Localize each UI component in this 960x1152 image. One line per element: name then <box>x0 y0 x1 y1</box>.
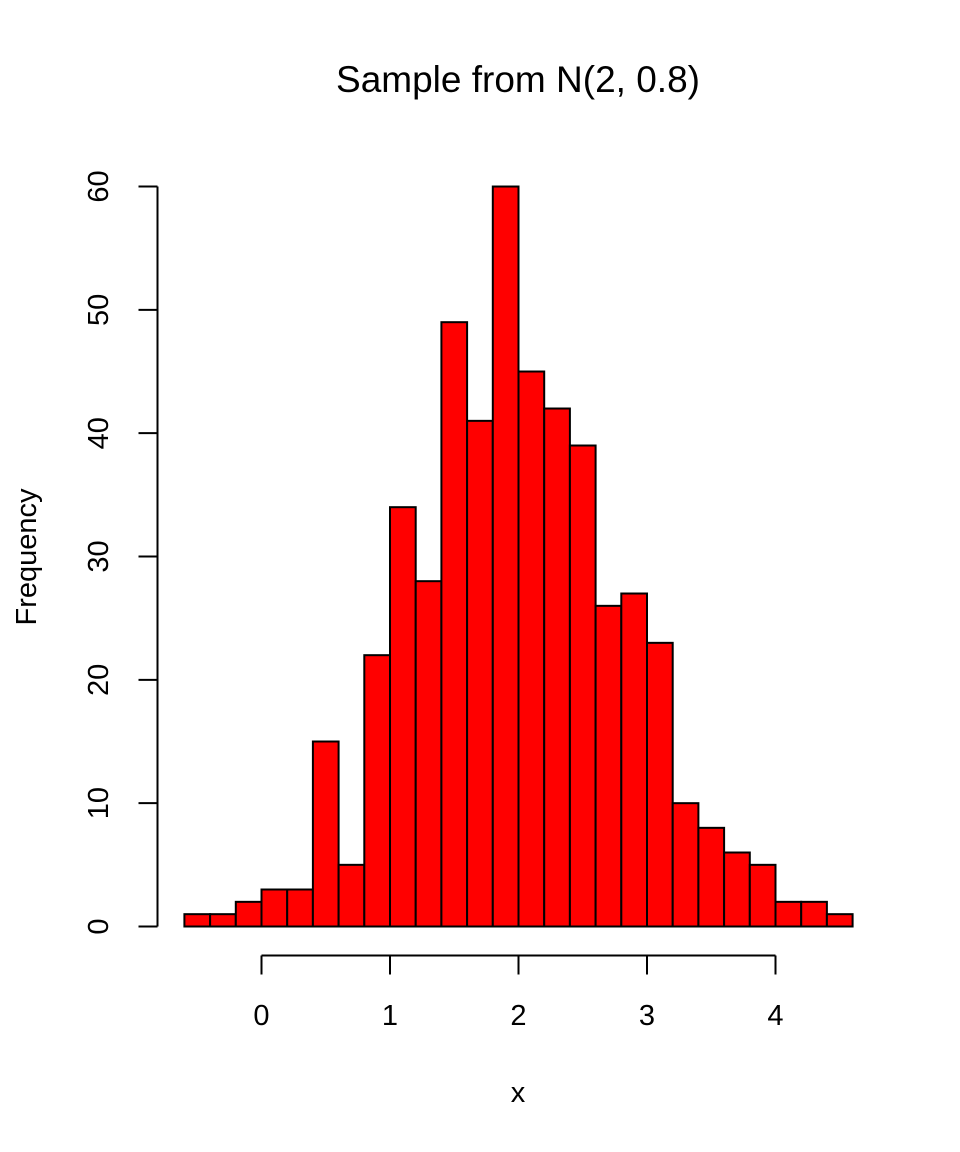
histogram-bar <box>825 913 854 928</box>
histogram-bar <box>311 740 340 928</box>
histogram-bar <box>568 444 597 928</box>
histogram-bar <box>594 604 623 928</box>
y-tick-label: 20 <box>83 664 115 696</box>
y-axis-label: Frequency <box>11 488 43 626</box>
x-tick-label: 1 <box>382 1000 398 1032</box>
histogram-bar <box>286 888 314 928</box>
histogram-bar <box>774 900 803 928</box>
histogram-bar <box>234 900 263 928</box>
x-axis: 0 1 2 3 4 <box>253 954 784 1032</box>
chart-title: Sample from N(2, 0.8) <box>336 59 700 100</box>
histogram-bar <box>646 641 674 928</box>
x-tick-label: 0 <box>253 1000 269 1032</box>
y-tick-label: 50 <box>83 294 115 326</box>
histogram-bar <box>183 913 212 928</box>
histogram-bar <box>748 863 777 928</box>
y-tick-label: 10 <box>83 787 115 819</box>
x-tick-label: 3 <box>639 1000 655 1032</box>
histogram-bar <box>209 913 237 928</box>
histogram-bar <box>389 506 417 928</box>
bars-group <box>183 185 854 928</box>
histogram-bar <box>543 407 571 928</box>
histogram-bar <box>260 888 289 928</box>
y-tick-label: 0 <box>83 918 115 934</box>
histogram-bar <box>671 802 700 928</box>
histogram-bar <box>723 851 751 928</box>
y-tick-label: 60 <box>83 170 115 202</box>
y-axis: 0 10 20 30 40 50 60 <box>83 170 159 935</box>
y-tick-label: 30 <box>83 540 115 572</box>
x-tick-label: 2 <box>510 1000 526 1032</box>
histogram-bar <box>363 654 391 928</box>
histogram-bar <box>697 826 726 928</box>
x-tick-label: 4 <box>767 1000 783 1032</box>
histogram-bar <box>517 370 546 928</box>
histogram-bar <box>800 900 828 928</box>
histogram-bar <box>337 863 366 928</box>
histogram-bar <box>440 321 469 928</box>
y-tick-label: 40 <box>83 417 115 449</box>
histogram-bar <box>466 419 494 928</box>
histogram-bar <box>620 592 648 928</box>
x-axis-label: x <box>511 1077 526 1109</box>
histogram-bar <box>491 185 520 928</box>
histogram-bar <box>414 580 443 928</box>
